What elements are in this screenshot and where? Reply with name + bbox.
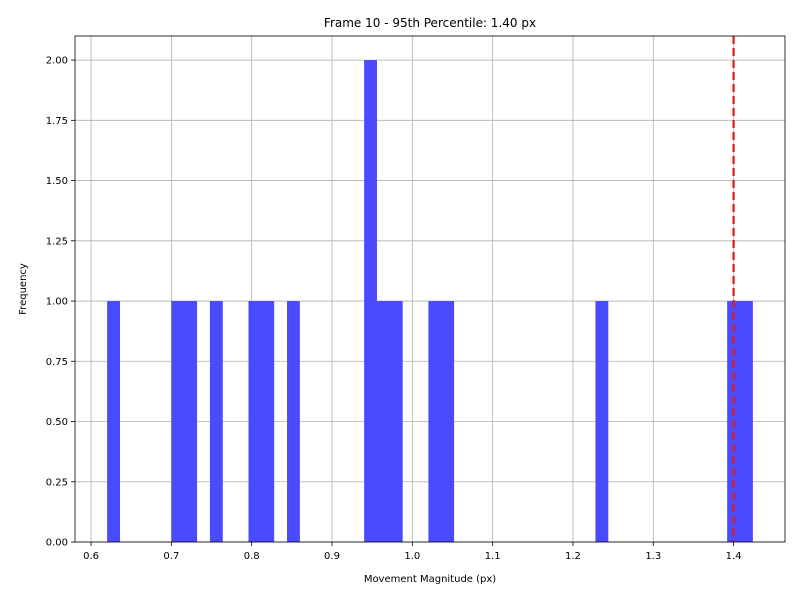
histogram-bar [209,301,223,542]
x-tick-label: 1.1 [485,551,501,562]
x-tick-label: 1.2 [565,551,581,562]
y-tick-label: 0.50 [46,417,68,428]
histogram-bar [364,60,377,542]
y-tick-label: 1.75 [46,116,68,127]
histogram-bar [171,301,198,542]
histogram-bar [248,301,275,542]
histogram-bar [595,301,609,542]
y-tick-label: 0.25 [46,477,68,488]
histogram-bar [107,301,120,542]
x-axis-label: Movement Magnitude (px) [364,574,496,585]
y-axis-ticks: 0.00 0.25 0.50 0.75 1.00 1.25 1.50 1.75 2.00 [46,56,75,549]
chart-title: Frame 10 - 95th Percentile: 1.40 px [324,16,536,30]
x-tick-label: 0.7 [163,551,179,562]
x-tick-label: 1.3 [645,551,661,562]
y-tick-label: 2.00 [46,56,68,67]
x-axis-ticks: 0.6 0.7 0.8 0.9 1.0 1.1 1.2 1.3 1.4 [83,542,742,562]
x-tick-label: 0.9 [324,551,340,562]
histogram-bar [376,301,403,542]
x-tick-label: 0.6 [83,551,99,562]
bars [107,60,753,542]
histogram-bar [727,301,753,542]
plot-frame [74,35,786,543]
histogram-bar [287,301,300,542]
y-tick-label: 1.50 [46,176,68,187]
x-tick-label: 1.0 [404,551,420,562]
y-axis-label: Frequency [18,263,29,315]
histogram-bar [428,301,455,542]
y-tick-label: 0.00 [46,538,68,549]
x-tick-label: 0.8 [244,551,260,562]
y-tick-label: 1.25 [46,236,68,247]
y-tick-label: 1.00 [46,297,68,308]
x-tick-label: 1.4 [726,551,742,562]
y-tick-label: 0.75 [46,357,68,368]
